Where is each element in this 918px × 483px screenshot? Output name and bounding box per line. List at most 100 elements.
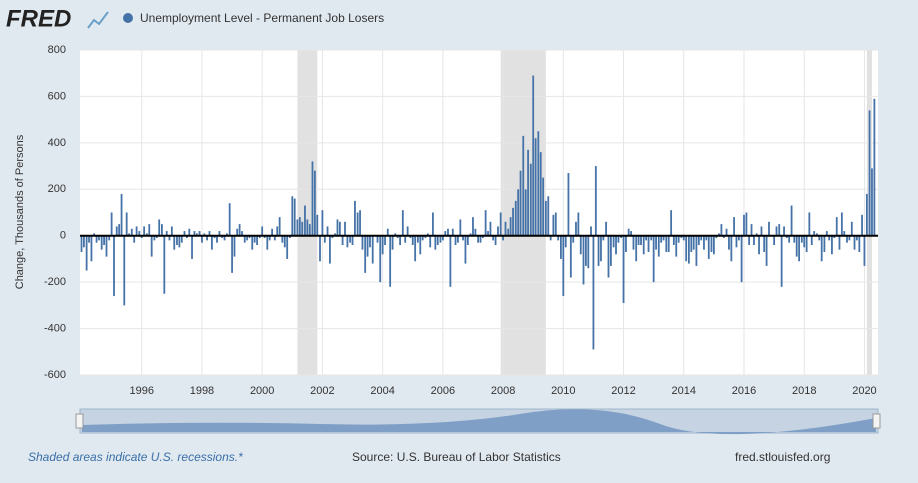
bar xyxy=(737,235,740,241)
bar xyxy=(758,235,760,255)
bar xyxy=(800,235,803,243)
y-tick-label: 600 xyxy=(48,90,66,102)
bar xyxy=(201,235,203,243)
bar xyxy=(203,233,206,236)
bar xyxy=(361,235,364,250)
bar xyxy=(213,235,216,239)
bar xyxy=(248,235,251,239)
bar xyxy=(582,235,585,285)
bar xyxy=(728,235,730,250)
x-tick-label: 2016 xyxy=(732,385,756,397)
y-tick-label: -400 xyxy=(44,322,66,334)
logo: FRED xyxy=(6,5,71,32)
bar xyxy=(379,235,382,283)
bar xyxy=(466,235,469,245)
bar xyxy=(512,207,514,236)
bar xyxy=(647,235,650,252)
bar xyxy=(416,235,419,243)
bar xyxy=(690,235,693,252)
bar xyxy=(715,235,718,239)
bar xyxy=(652,235,655,283)
bar xyxy=(795,235,798,257)
bar xyxy=(344,221,346,236)
bar xyxy=(672,235,675,245)
bar xyxy=(554,212,557,236)
x-tick-label: 2008 xyxy=(491,385,515,397)
y-axis-label: Change, Thousands of Persons xyxy=(14,134,26,289)
bar xyxy=(685,235,688,262)
bar xyxy=(268,235,271,241)
bar xyxy=(803,235,806,248)
bar xyxy=(775,226,778,236)
plot-area xyxy=(80,50,878,375)
navigator-handle[interactable] xyxy=(75,413,84,429)
bar xyxy=(600,235,602,262)
bar xyxy=(113,235,115,297)
bar xyxy=(873,98,876,236)
bar xyxy=(321,210,324,236)
bar xyxy=(838,235,841,250)
bar xyxy=(655,235,657,250)
bar xyxy=(334,233,336,236)
bar xyxy=(733,217,735,236)
bar xyxy=(359,210,361,236)
bar xyxy=(88,235,90,243)
bar xyxy=(123,235,126,306)
bar xyxy=(243,235,246,243)
bar xyxy=(489,221,492,236)
bar xyxy=(798,235,801,262)
bar xyxy=(286,235,289,259)
y-tick-label: 200 xyxy=(48,183,66,195)
bar xyxy=(861,214,863,236)
bar xyxy=(590,226,592,236)
bar xyxy=(276,226,279,236)
bar xyxy=(329,235,331,264)
bar xyxy=(165,231,168,236)
bar xyxy=(564,235,567,248)
bar xyxy=(743,214,745,236)
bar xyxy=(547,196,550,236)
bar xyxy=(856,235,858,241)
bar xyxy=(640,235,642,245)
navigator-handle[interactable] xyxy=(872,413,881,429)
bar xyxy=(462,235,464,241)
bar xyxy=(843,231,846,236)
bar xyxy=(585,235,587,266)
bar xyxy=(823,235,826,252)
bar xyxy=(783,226,785,236)
bar xyxy=(331,235,334,239)
bar xyxy=(143,226,146,236)
site[interactable]: fred.stlouisfed.org xyxy=(735,450,830,464)
bar xyxy=(178,235,181,248)
bar xyxy=(369,235,371,248)
bar xyxy=(630,231,632,236)
bar xyxy=(198,231,201,236)
bar xyxy=(176,235,178,245)
bar xyxy=(313,170,316,236)
bar xyxy=(831,235,833,255)
bar xyxy=(805,235,808,252)
x-tick-label: 2018 xyxy=(792,385,816,397)
bar xyxy=(868,110,871,236)
bar xyxy=(675,235,678,257)
bar xyxy=(125,212,128,236)
bar xyxy=(316,214,319,236)
bar xyxy=(150,235,153,257)
recession-note[interactable]: Shaded areas indicate U.S. recessions.* xyxy=(28,450,243,464)
bar xyxy=(434,235,437,250)
x-tick-label: 2006 xyxy=(431,385,455,397)
bar xyxy=(100,235,103,250)
bar xyxy=(226,233,228,236)
bar xyxy=(710,235,713,252)
bar xyxy=(414,235,417,262)
bar xyxy=(615,235,617,255)
bar xyxy=(609,235,612,266)
bar xyxy=(354,200,356,236)
bar xyxy=(436,235,439,245)
y-tick-label: 800 xyxy=(48,44,66,56)
bar xyxy=(579,235,582,255)
navigator-preview xyxy=(82,409,876,435)
bar xyxy=(745,212,748,236)
bar xyxy=(366,235,369,257)
bar xyxy=(846,235,848,243)
